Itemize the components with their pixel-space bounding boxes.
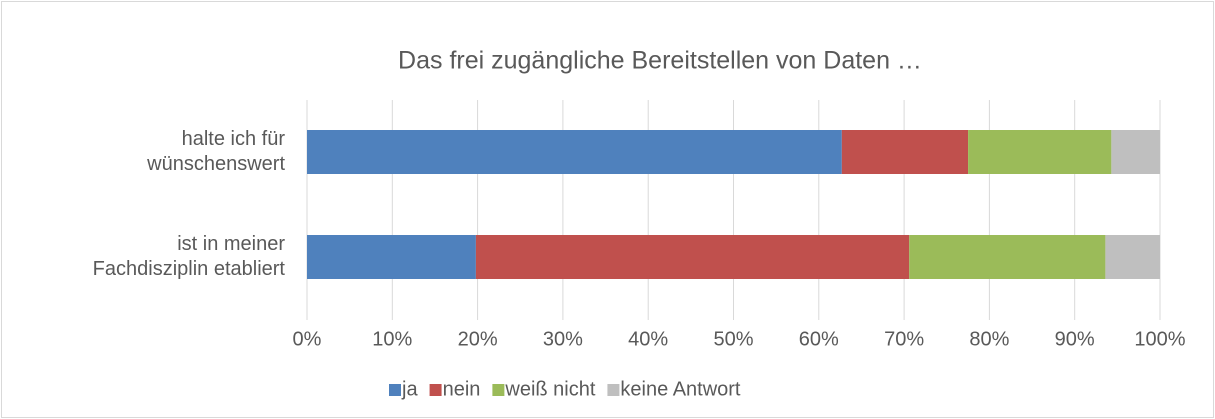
legend-label: keine Antwort [620,378,741,400]
bar-segment [307,235,476,279]
bar-segment [968,130,1112,174]
legend-swatch [389,384,401,396]
legend-label: ja [401,378,418,400]
bar-segment [1111,130,1160,174]
category-label: halte ich für wünschenswert [147,128,285,175]
bar-segment [475,235,910,279]
bar-segment [1105,235,1160,279]
x-tick-label: 50% [713,328,753,350]
legend-swatch [492,384,505,396]
category-label: ist in meiner Fachdisziplin etabliert [92,233,285,280]
x-tick-label: 40% [628,328,668,350]
legend-swatch [607,384,620,396]
legend-label: weiß nicht [504,378,595,400]
x-tick-label: 80% [969,328,1009,350]
chart-title: Das frei zugängliche Bereitstellen von D… [398,47,922,75]
x-tick-label: 70% [884,328,924,350]
legend-label: nein [443,378,481,400]
x-tick-label: 100% [1134,328,1185,350]
x-tick-label: 20% [458,328,498,350]
x-tick-label: 30% [543,328,583,350]
x-tick-label: 90% [1055,328,1095,350]
bar-segment [307,130,842,174]
bar-segment [909,235,1106,279]
x-tick-label: 60% [799,328,839,350]
bar-segment [841,130,969,174]
x-tick-label: 0% [293,328,322,350]
x-tick-label: 10% [372,328,412,350]
legend-swatch [429,384,442,396]
